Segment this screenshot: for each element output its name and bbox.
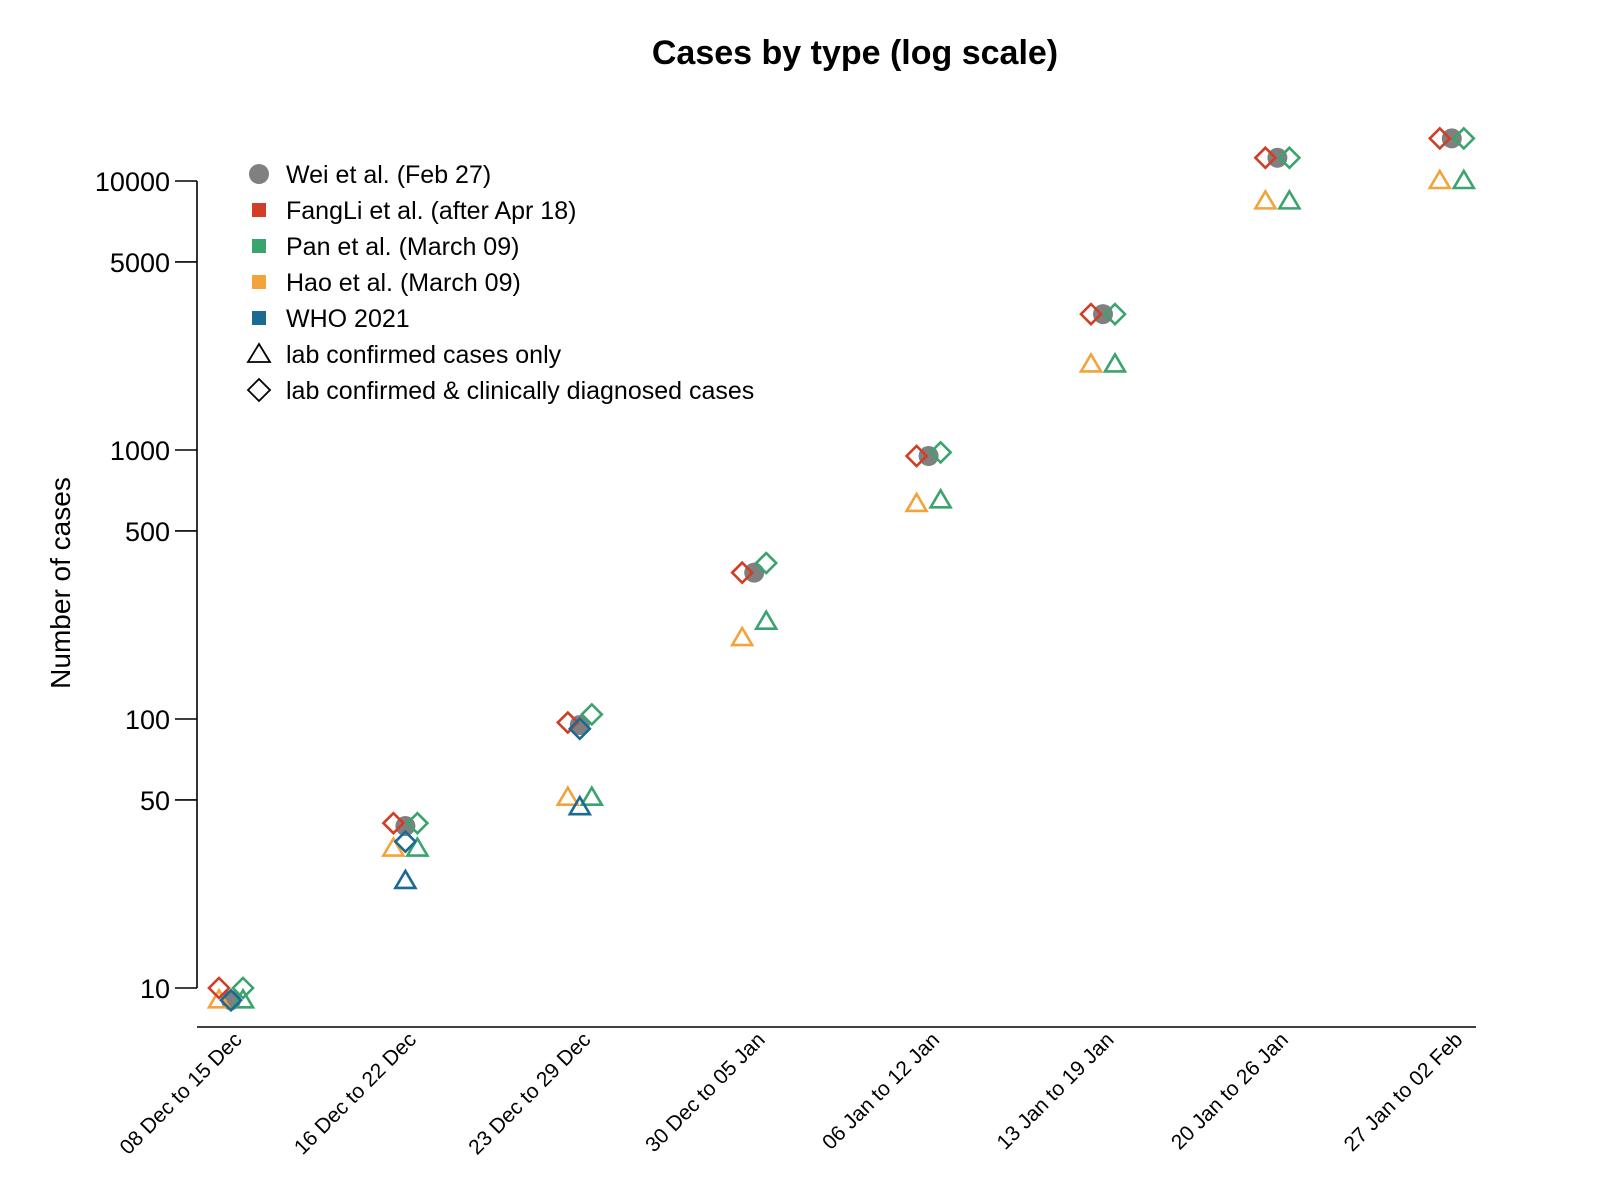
data-point-diamond — [219, 988, 243, 1013]
data-point-diamond — [730, 560, 755, 585]
data-point-diamond — [904, 444, 929, 468]
data-point-triangle — [405, 835, 430, 857]
legend-marker-square — [252, 203, 266, 217]
data-point-triangle — [729, 625, 755, 647]
data-point-diamond — [231, 976, 255, 1000]
y-tick-label: 10 — [140, 974, 170, 1004]
legend-item: Pan et al. (March 09) — [252, 233, 519, 261]
data-point-diamond — [207, 976, 231, 1000]
legend-marker-triangle — [246, 342, 272, 363]
legend-item: FangLi et al. (after Apr 18) — [252, 197, 576, 225]
legend-item: Wei et al. (Feb 27) — [249, 161, 491, 189]
x-axis: 08 Dec to 15 Dec 16 Dec to 22 Dec 23 Dec t… — [116, 1026, 1476, 1159]
data-point-diamond — [579, 702, 604, 727]
data-point-diamond — [405, 811, 430, 835]
legend-item: WHO 2021 — [252, 305, 410, 333]
data-point-triangle — [393, 868, 418, 890]
data-point-circle — [1267, 147, 1288, 168]
x-tick-label: 27 Jan to 02 Feb — [1340, 1028, 1468, 1156]
data-point-diamond — [1103, 302, 1127, 326]
legend-marker-diamond — [246, 377, 272, 403]
legend-label: Hao et al. (March 09) — [286, 269, 521, 297]
y-tick-label: 500 — [125, 517, 170, 547]
data-point-triangle — [1427, 168, 1453, 190]
x-tick-label: 16 Dec to 22 Dec — [290, 1028, 421, 1159]
data-point-diamond — [1079, 302, 1103, 326]
data-point-circle — [1441, 128, 1462, 149]
chart-title: Cases by type (log scale) — [652, 34, 1058, 72]
x-tick-label: 13 Jan to 19 Jan — [992, 1028, 1118, 1154]
data-point-triangle — [1253, 188, 1278, 210]
legend-label: Wei et al. (Feb 27) — [286, 161, 491, 189]
data-point-circle — [1093, 304, 1113, 325]
x-tick-label: 30 Dec to 05 Jan — [641, 1028, 770, 1157]
data-point-diamond — [1277, 145, 1302, 170]
legend-item: lab confirmed cases only — [246, 341, 562, 369]
legend-item: lab confirmed & clinically diagnosed cas… — [246, 377, 754, 405]
y-tick-label: 5000 — [110, 248, 170, 278]
data-point-diamond — [928, 440, 953, 465]
legend-marker-circle — [249, 164, 269, 184]
legend-label: WHO 2021 — [286, 305, 410, 333]
legend-label: FangLi et al. (after Apr 18) — [286, 197, 576, 225]
data-point-triangle — [567, 794, 593, 816]
data-points — [206, 126, 1477, 1013]
legend-label: lab confirmed cases only — [286, 341, 562, 369]
data-point-triangle — [555, 785, 581, 806]
legend-label: Pan et al. (March 09) — [286, 233, 519, 261]
legend-label: lab confirmed & clinically diagnosed cas… — [286, 377, 754, 405]
x-tick-label: 20 Jan to 26 Jan — [1167, 1028, 1293, 1154]
y-axis-label: Number of cases — [45, 477, 76, 689]
data-point-triangle — [904, 491, 929, 513]
data-point-triangle — [753, 609, 779, 630]
data-point-diamond — [567, 716, 592, 741]
data-point-triangle — [1451, 168, 1477, 190]
data-point-triangle — [1078, 351, 1104, 373]
x-tick-label: 23 Dec to 29 Dec — [464, 1028, 595, 1159]
data-point-circle — [744, 562, 765, 583]
data-point-triangle — [1102, 351, 1128, 373]
data-point-triangle — [1277, 188, 1302, 210]
data-point-diamond — [393, 829, 418, 854]
data-point-diamond — [1451, 126, 1476, 151]
legend: Wei et al. (Feb 27) FangLi et al. (after … — [246, 161, 754, 405]
data-point-triangle — [928, 487, 953, 509]
legend-item: Hao et al. (March 09) — [252, 269, 521, 297]
data-point-triangle — [381, 835, 406, 857]
y-tick-label: 100 — [125, 705, 170, 735]
y-tick-label: 50 — [140, 786, 170, 816]
legend-marker-square — [252, 311, 266, 325]
data-point-diamond — [1427, 126, 1452, 151]
y-tick-label: 10000 — [95, 167, 170, 197]
data-point-diamond — [754, 551, 779, 575]
data-point-diamond — [1253, 145, 1278, 170]
y-axis: 10 50 100 500 1000 5000 10000 — [95, 167, 198, 1004]
legend-marker-square — [252, 275, 266, 289]
data-point-diamond — [381, 811, 406, 835]
x-tick-label: 08 Dec to 15 Dec — [116, 1028, 247, 1159]
data-point-diamond — [555, 710, 580, 735]
legend-marker-square — [252, 239, 266, 253]
y-tick-label: 1000 — [110, 436, 170, 466]
data-point-triangle — [579, 785, 605, 806]
x-tick-label: 06 Jan to 12 Jan — [818, 1028, 944, 1154]
